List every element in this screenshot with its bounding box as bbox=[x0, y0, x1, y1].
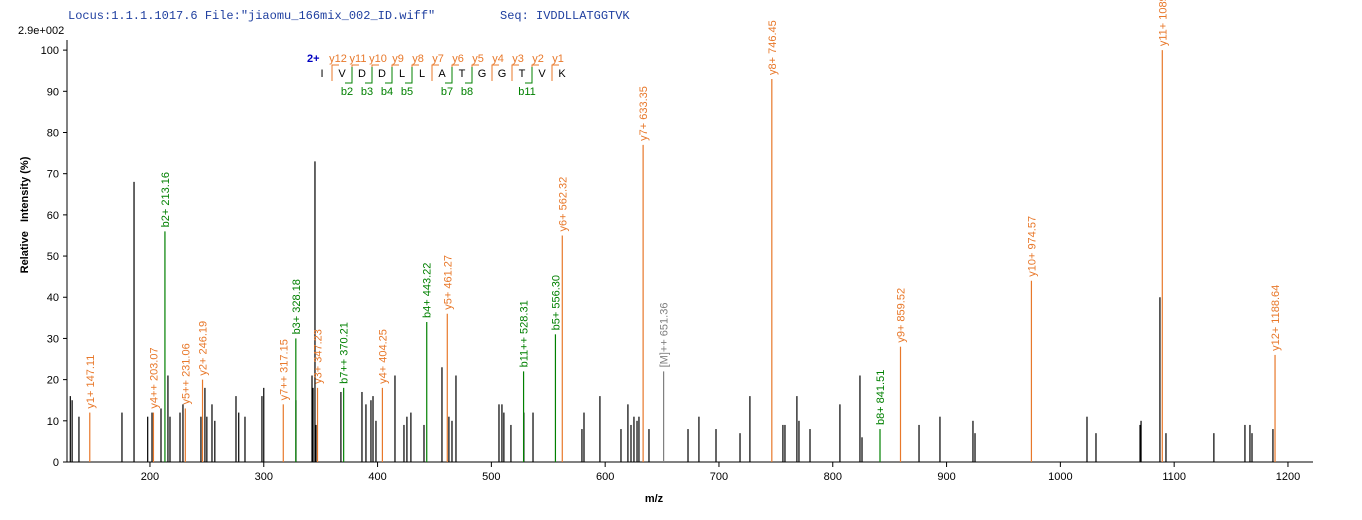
b-ion-label: b3 bbox=[361, 86, 373, 98]
peak-label: y11+ 1089.57 bbox=[1157, 0, 1169, 46]
y-tick-label: 30 bbox=[47, 333, 59, 345]
y-tick-label: 20 bbox=[47, 375, 59, 387]
y-tick-label: 70 bbox=[47, 169, 59, 181]
b-ion-bracket bbox=[405, 67, 413, 84]
b-ion-label: b8 bbox=[461, 86, 473, 98]
y-ion-bracket bbox=[551, 64, 559, 81]
peak-label: y1+ 147.11 bbox=[85, 355, 97, 409]
y-tick-label: 100 bbox=[41, 45, 59, 57]
y-ion-label: y8 bbox=[412, 53, 424, 65]
y-ion-bracket bbox=[431, 64, 439, 81]
peak-label: y7++ 317.15 bbox=[278, 339, 290, 400]
residue: G bbox=[498, 68, 507, 80]
peak-label: y9+ 859.52 bbox=[895, 288, 907, 343]
peak-label: y8+ 746.45 bbox=[767, 20, 779, 75]
peak-label: y5+ 461.27 bbox=[442, 255, 454, 310]
y-ion-label: y4 bbox=[492, 53, 504, 65]
peak-label: [M]++ 651.36 bbox=[659, 303, 671, 368]
residue: L bbox=[399, 68, 405, 80]
b-ion-label: b7 bbox=[441, 86, 453, 98]
y-ion-label: y3 bbox=[512, 53, 524, 65]
y-ion-label: y7 bbox=[432, 53, 444, 65]
b-ion-label: b11 bbox=[518, 86, 536, 98]
x-tick-label: 500 bbox=[482, 471, 500, 483]
residue: G bbox=[478, 68, 487, 80]
peak-label: y3+ 347.23 bbox=[313, 329, 325, 384]
peak-label: y5++ 231.06 bbox=[180, 343, 192, 404]
y-tick-label: 50 bbox=[47, 251, 59, 263]
peak-label: b7++ 370.21 bbox=[339, 322, 351, 384]
peak-label: y2+ 246.19 bbox=[198, 321, 210, 376]
y-ion-label: y5 bbox=[472, 53, 484, 65]
residue: K bbox=[558, 68, 566, 80]
x-tick-label: 900 bbox=[937, 471, 955, 483]
residue: L bbox=[419, 68, 425, 80]
peak-label: y12+ 1188.64 bbox=[1270, 285, 1282, 351]
peak-label: y4++ 203.07 bbox=[148, 347, 160, 408]
residue: V bbox=[538, 68, 546, 80]
x-tick-label: 200 bbox=[141, 471, 159, 483]
peak-label: b5+ 556.30 bbox=[550, 275, 562, 330]
residue: T bbox=[459, 68, 466, 80]
x-tick-label: 1100 bbox=[1162, 471, 1186, 483]
y-ion-label: y1 bbox=[552, 53, 564, 65]
y-ion-label: y2 bbox=[532, 53, 544, 65]
residue: D bbox=[358, 68, 366, 80]
x-tick-label: 700 bbox=[710, 471, 728, 483]
locus-info: Locus:1.1.1.1017.6 File:"jiaomu_166mix_0… bbox=[68, 9, 435, 23]
b-ion-bracket bbox=[385, 67, 393, 84]
x-tick-label: 1000 bbox=[1048, 471, 1072, 483]
y-ion-bracket bbox=[391, 64, 399, 81]
b-ion-bracket bbox=[445, 67, 453, 84]
residue: D bbox=[378, 68, 386, 80]
y-ion-bracket bbox=[511, 64, 519, 81]
x-tick-label: 400 bbox=[368, 471, 386, 483]
b-ion-bracket bbox=[345, 67, 353, 84]
y-tick-label: 40 bbox=[47, 292, 59, 304]
y-ion-label: y9 bbox=[392, 53, 404, 65]
charge-state: 2+ bbox=[307, 53, 320, 65]
b-ion-bracket bbox=[365, 67, 373, 84]
y-ion-label: y11 bbox=[350, 53, 367, 65]
y-tick-label: 60 bbox=[47, 210, 59, 222]
y-tick-label: 80 bbox=[47, 127, 59, 139]
sequence-info: Seq: IVDDLLATGGTVK bbox=[500, 9, 630, 23]
peak-label: y7+ 633.35 bbox=[638, 86, 650, 141]
y-ion-label: y12 bbox=[329, 53, 347, 65]
residue: V bbox=[338, 68, 346, 80]
peak-label: b11++ 528.31 bbox=[519, 300, 531, 367]
y-ion-bracket bbox=[331, 64, 339, 81]
y-tick-label: 10 bbox=[47, 416, 59, 428]
x-axis-label: m/z bbox=[645, 493, 664, 505]
scale-label: 2.9e+002 bbox=[18, 25, 64, 37]
y-ion-bracket bbox=[411, 64, 419, 81]
y-tick-label: 90 bbox=[47, 86, 59, 98]
b-ion-label: b5 bbox=[401, 86, 413, 98]
peak-label: b4+ 443.22 bbox=[422, 263, 434, 318]
x-tick-label: 800 bbox=[824, 471, 842, 483]
b-ion-label: b2 bbox=[341, 86, 353, 98]
b-ion-bracket bbox=[525, 67, 533, 84]
peak-label: y4+ 404.25 bbox=[377, 329, 389, 384]
peak-label: b2+ 213.16 bbox=[160, 172, 172, 227]
b-ion-label: b4 bbox=[381, 86, 393, 98]
b-ion-bracket bbox=[465, 67, 473, 84]
x-tick-label: 300 bbox=[255, 471, 273, 483]
y-ion-label: y10 bbox=[369, 53, 387, 65]
residue: A bbox=[438, 68, 446, 80]
y-tick-label: 0 bbox=[53, 457, 59, 469]
y-ion-bracket bbox=[491, 64, 499, 81]
peak-label: y10+ 974.57 bbox=[1026, 216, 1038, 277]
y-axis-label: Relative Intensity (%) bbox=[19, 156, 31, 273]
x-tick-label: 1200 bbox=[1276, 471, 1300, 483]
residue: T bbox=[519, 68, 526, 80]
peak-label: b8+ 841.51 bbox=[875, 370, 887, 425]
peak-label: y6+ 562.32 bbox=[557, 177, 569, 232]
peak-label: b3+ 328.18 bbox=[291, 279, 303, 334]
x-tick-label: 600 bbox=[596, 471, 614, 483]
residue: I bbox=[320, 68, 323, 80]
y-ion-label: y6 bbox=[452, 53, 464, 65]
